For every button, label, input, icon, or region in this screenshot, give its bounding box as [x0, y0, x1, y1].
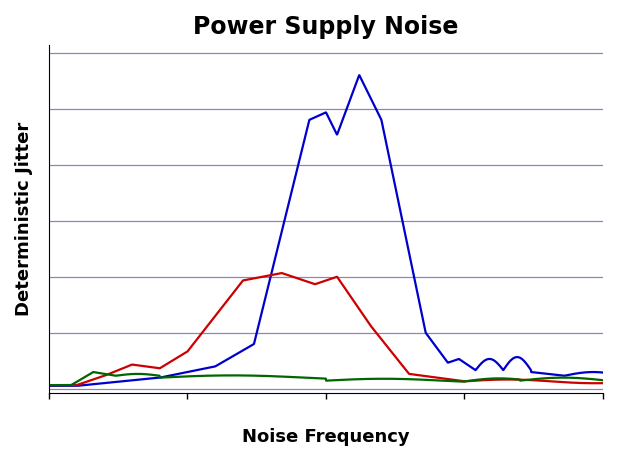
Y-axis label: Deterministic Jitter: Deterministic Jitter: [15, 122, 33, 316]
Title: Power Supply Noise: Power Supply Noise: [193, 15, 459, 39]
X-axis label: Noise Frequency: Noise Frequency: [242, 428, 410, 446]
